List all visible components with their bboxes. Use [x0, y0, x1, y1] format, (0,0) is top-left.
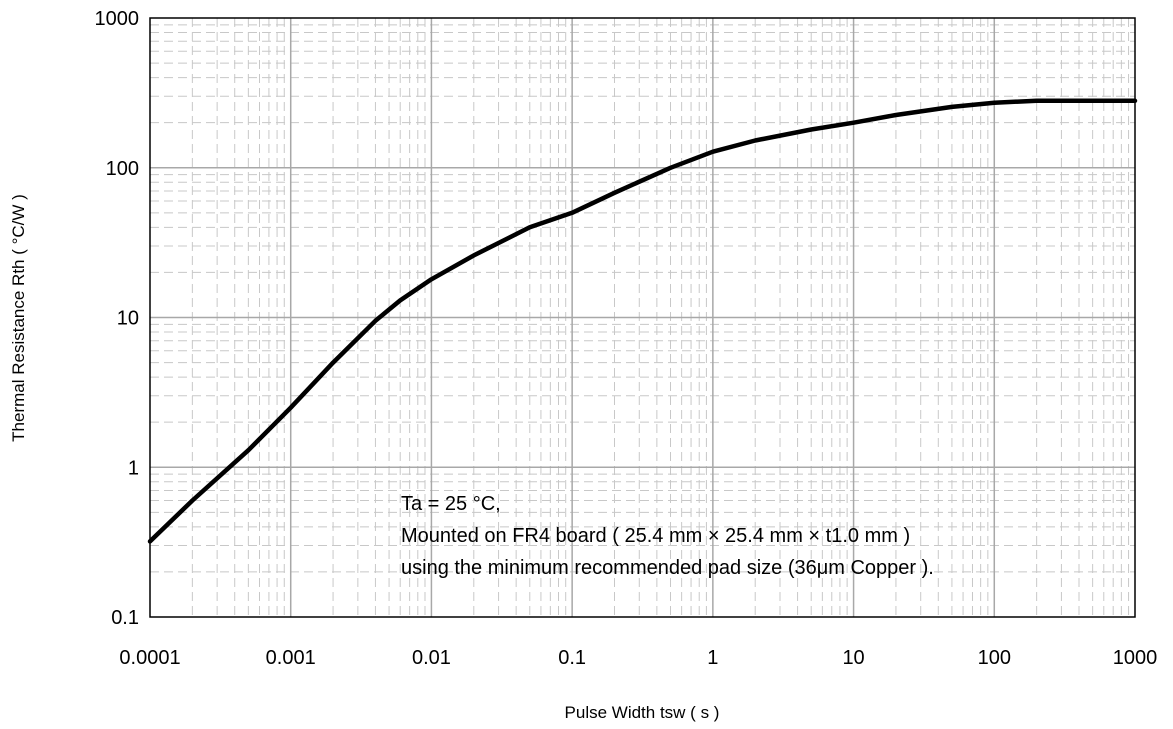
- x-tick-label: 0.01: [412, 647, 451, 669]
- x-tick-label: 1: [707, 647, 718, 669]
- y-tick-label: 0.1: [111, 607, 139, 629]
- y-tick-label: 1000: [95, 8, 140, 30]
- annotation-line-ambient: Ta = 25 °C,: [401, 493, 501, 515]
- x-tick-label: 1000: [1113, 647, 1158, 669]
- x-tick-label: 0.1: [558, 647, 586, 669]
- x-tick-label: 0.0001: [119, 647, 180, 669]
- y-tick-labels: 0.1 1 10 100 1000: [95, 8, 140, 629]
- annotation-line-board: Mounted on FR4 board ( 25.4 mm × 25.4 mm…: [401, 525, 911, 547]
- y-tick-label: 10: [117, 308, 139, 330]
- thermal-resistance-curve: [147, 98, 1138, 544]
- x-tick-label: 0.001: [266, 647, 316, 669]
- grid-lines: [150, 18, 1135, 617]
- series-layer: [147, 98, 1138, 544]
- x-tick-labels: 0.0001 0.001 0.01 0.1 1 10 100 1000: [119, 647, 1157, 669]
- x-axis-label: Pulse Width tsw ( s ): [565, 703, 720, 722]
- y-tick-label: 1: [128, 457, 139, 479]
- y-axis-label: Thermal Resistance Rth ( °C/W ): [9, 194, 28, 442]
- x-tick-label: 10: [842, 647, 864, 669]
- annotation-line-pad: using the minimum recommended pad size (…: [401, 557, 934, 579]
- conditions-annotation: Ta = 25 °C, Mounted on FR4 board ( 25.4 …: [401, 488, 934, 584]
- y-tick-label: 100: [106, 158, 139, 180]
- x-tick-label: 100: [978, 647, 1011, 669]
- plot-frame: [149, 17, 1136, 618]
